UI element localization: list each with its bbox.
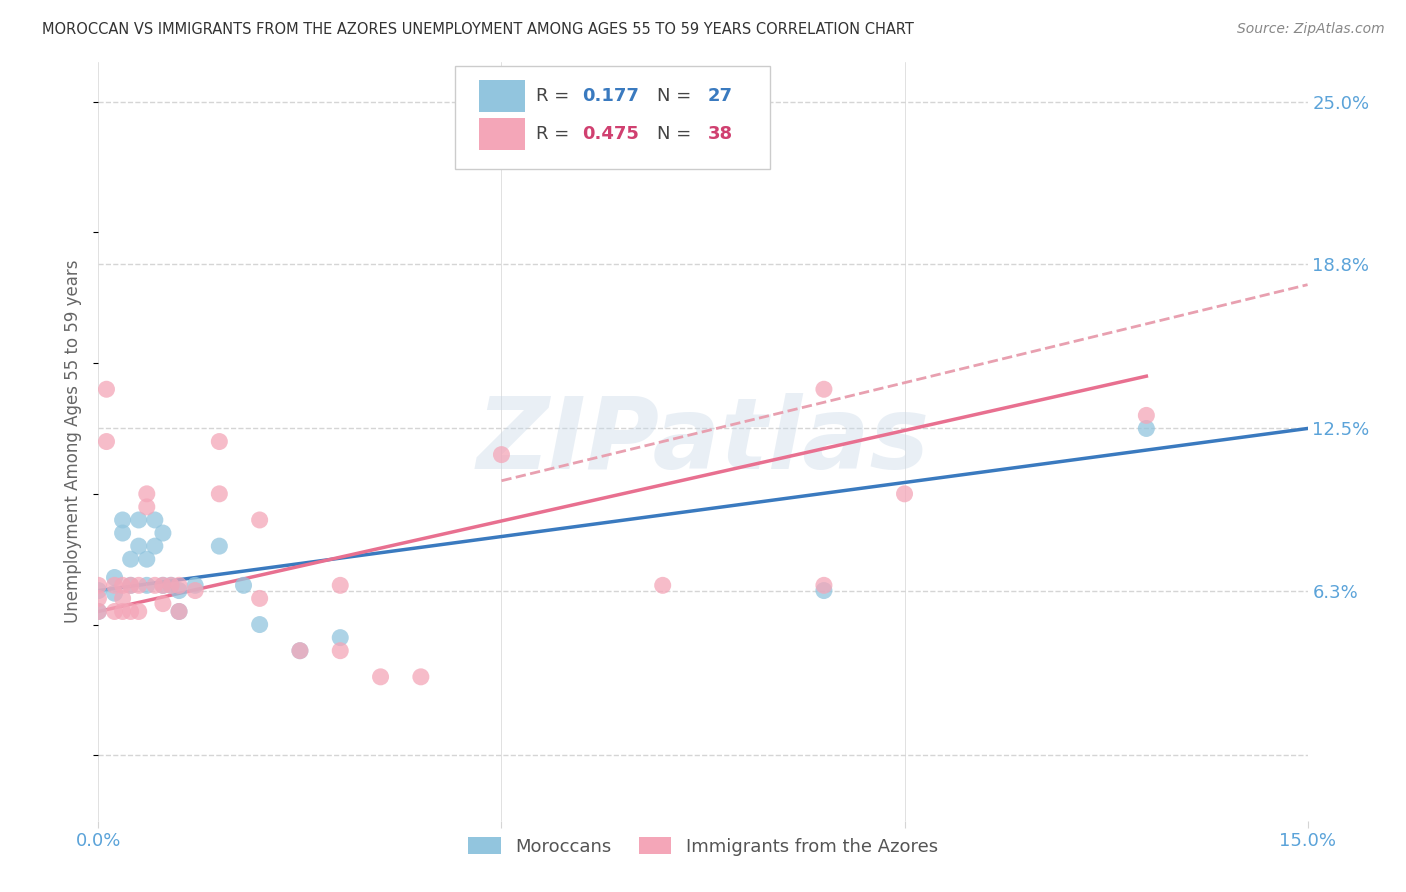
Text: 27: 27 bbox=[707, 87, 733, 104]
Point bbox=[167, 583, 190, 598]
Point bbox=[135, 487, 157, 501]
Legend: Moroccans, Immigrants from the Azores: Moroccans, Immigrants from the Azores bbox=[460, 828, 946, 864]
Point bbox=[184, 578, 207, 592]
Point bbox=[160, 578, 183, 592]
Text: R =: R = bbox=[536, 87, 575, 104]
Point bbox=[111, 526, 134, 541]
Point bbox=[135, 500, 157, 514]
Point bbox=[1135, 421, 1157, 435]
Point bbox=[491, 448, 513, 462]
Text: Source: ZipAtlas.com: Source: ZipAtlas.com bbox=[1237, 22, 1385, 37]
Text: 0.177: 0.177 bbox=[582, 87, 638, 104]
Point bbox=[135, 552, 157, 566]
Point bbox=[813, 382, 835, 396]
Point bbox=[120, 605, 142, 619]
Text: 38: 38 bbox=[707, 125, 733, 143]
Point bbox=[96, 382, 118, 396]
Point bbox=[128, 605, 150, 619]
Point bbox=[232, 578, 254, 592]
Point bbox=[208, 539, 231, 553]
Point bbox=[249, 513, 271, 527]
Point bbox=[87, 591, 110, 606]
Point bbox=[288, 643, 311, 657]
Point bbox=[111, 578, 134, 592]
Point bbox=[135, 578, 157, 592]
Point bbox=[208, 434, 231, 449]
Text: N =: N = bbox=[657, 125, 697, 143]
Point bbox=[329, 643, 352, 657]
Point bbox=[813, 583, 835, 598]
Point bbox=[288, 643, 311, 657]
Point bbox=[370, 670, 392, 684]
Point bbox=[120, 578, 142, 592]
Point bbox=[249, 617, 271, 632]
Point bbox=[143, 513, 166, 527]
FancyBboxPatch shape bbox=[479, 80, 526, 112]
Point bbox=[152, 597, 174, 611]
Point bbox=[329, 631, 352, 645]
Point bbox=[87, 578, 110, 592]
Point bbox=[409, 670, 432, 684]
Point bbox=[143, 539, 166, 553]
Point bbox=[103, 605, 125, 619]
Point bbox=[1135, 409, 1157, 423]
Text: N =: N = bbox=[657, 87, 697, 104]
Text: 0.475: 0.475 bbox=[582, 125, 638, 143]
Point bbox=[111, 591, 134, 606]
Point bbox=[87, 605, 110, 619]
Point bbox=[103, 586, 125, 600]
Point bbox=[111, 605, 134, 619]
FancyBboxPatch shape bbox=[479, 118, 526, 150]
Point bbox=[152, 578, 174, 592]
Point bbox=[208, 487, 231, 501]
Point bbox=[329, 578, 352, 592]
Point bbox=[651, 578, 673, 592]
Point bbox=[128, 513, 150, 527]
Text: R =: R = bbox=[536, 125, 575, 143]
Point bbox=[120, 578, 142, 592]
Point bbox=[249, 591, 271, 606]
Point bbox=[87, 583, 110, 598]
Point bbox=[103, 570, 125, 584]
Point bbox=[893, 487, 915, 501]
Point bbox=[167, 605, 190, 619]
Point bbox=[96, 434, 118, 449]
Point bbox=[167, 578, 190, 592]
FancyBboxPatch shape bbox=[456, 66, 769, 169]
Point bbox=[160, 578, 183, 592]
Point bbox=[813, 578, 835, 592]
Point bbox=[111, 513, 134, 527]
Point bbox=[128, 578, 150, 592]
Y-axis label: Unemployment Among Ages 55 to 59 years: Unemployment Among Ages 55 to 59 years bbox=[65, 260, 83, 624]
Point bbox=[167, 605, 190, 619]
Point bbox=[184, 583, 207, 598]
Text: MOROCCAN VS IMMIGRANTS FROM THE AZORES UNEMPLOYMENT AMONG AGES 55 TO 59 YEARS CO: MOROCCAN VS IMMIGRANTS FROM THE AZORES U… bbox=[42, 22, 914, 37]
Point bbox=[152, 578, 174, 592]
Point bbox=[87, 605, 110, 619]
Point bbox=[120, 552, 142, 566]
Point bbox=[152, 526, 174, 541]
Text: ZIPatlas: ZIPatlas bbox=[477, 393, 929, 490]
Point bbox=[128, 539, 150, 553]
Point bbox=[143, 578, 166, 592]
Point bbox=[103, 578, 125, 592]
